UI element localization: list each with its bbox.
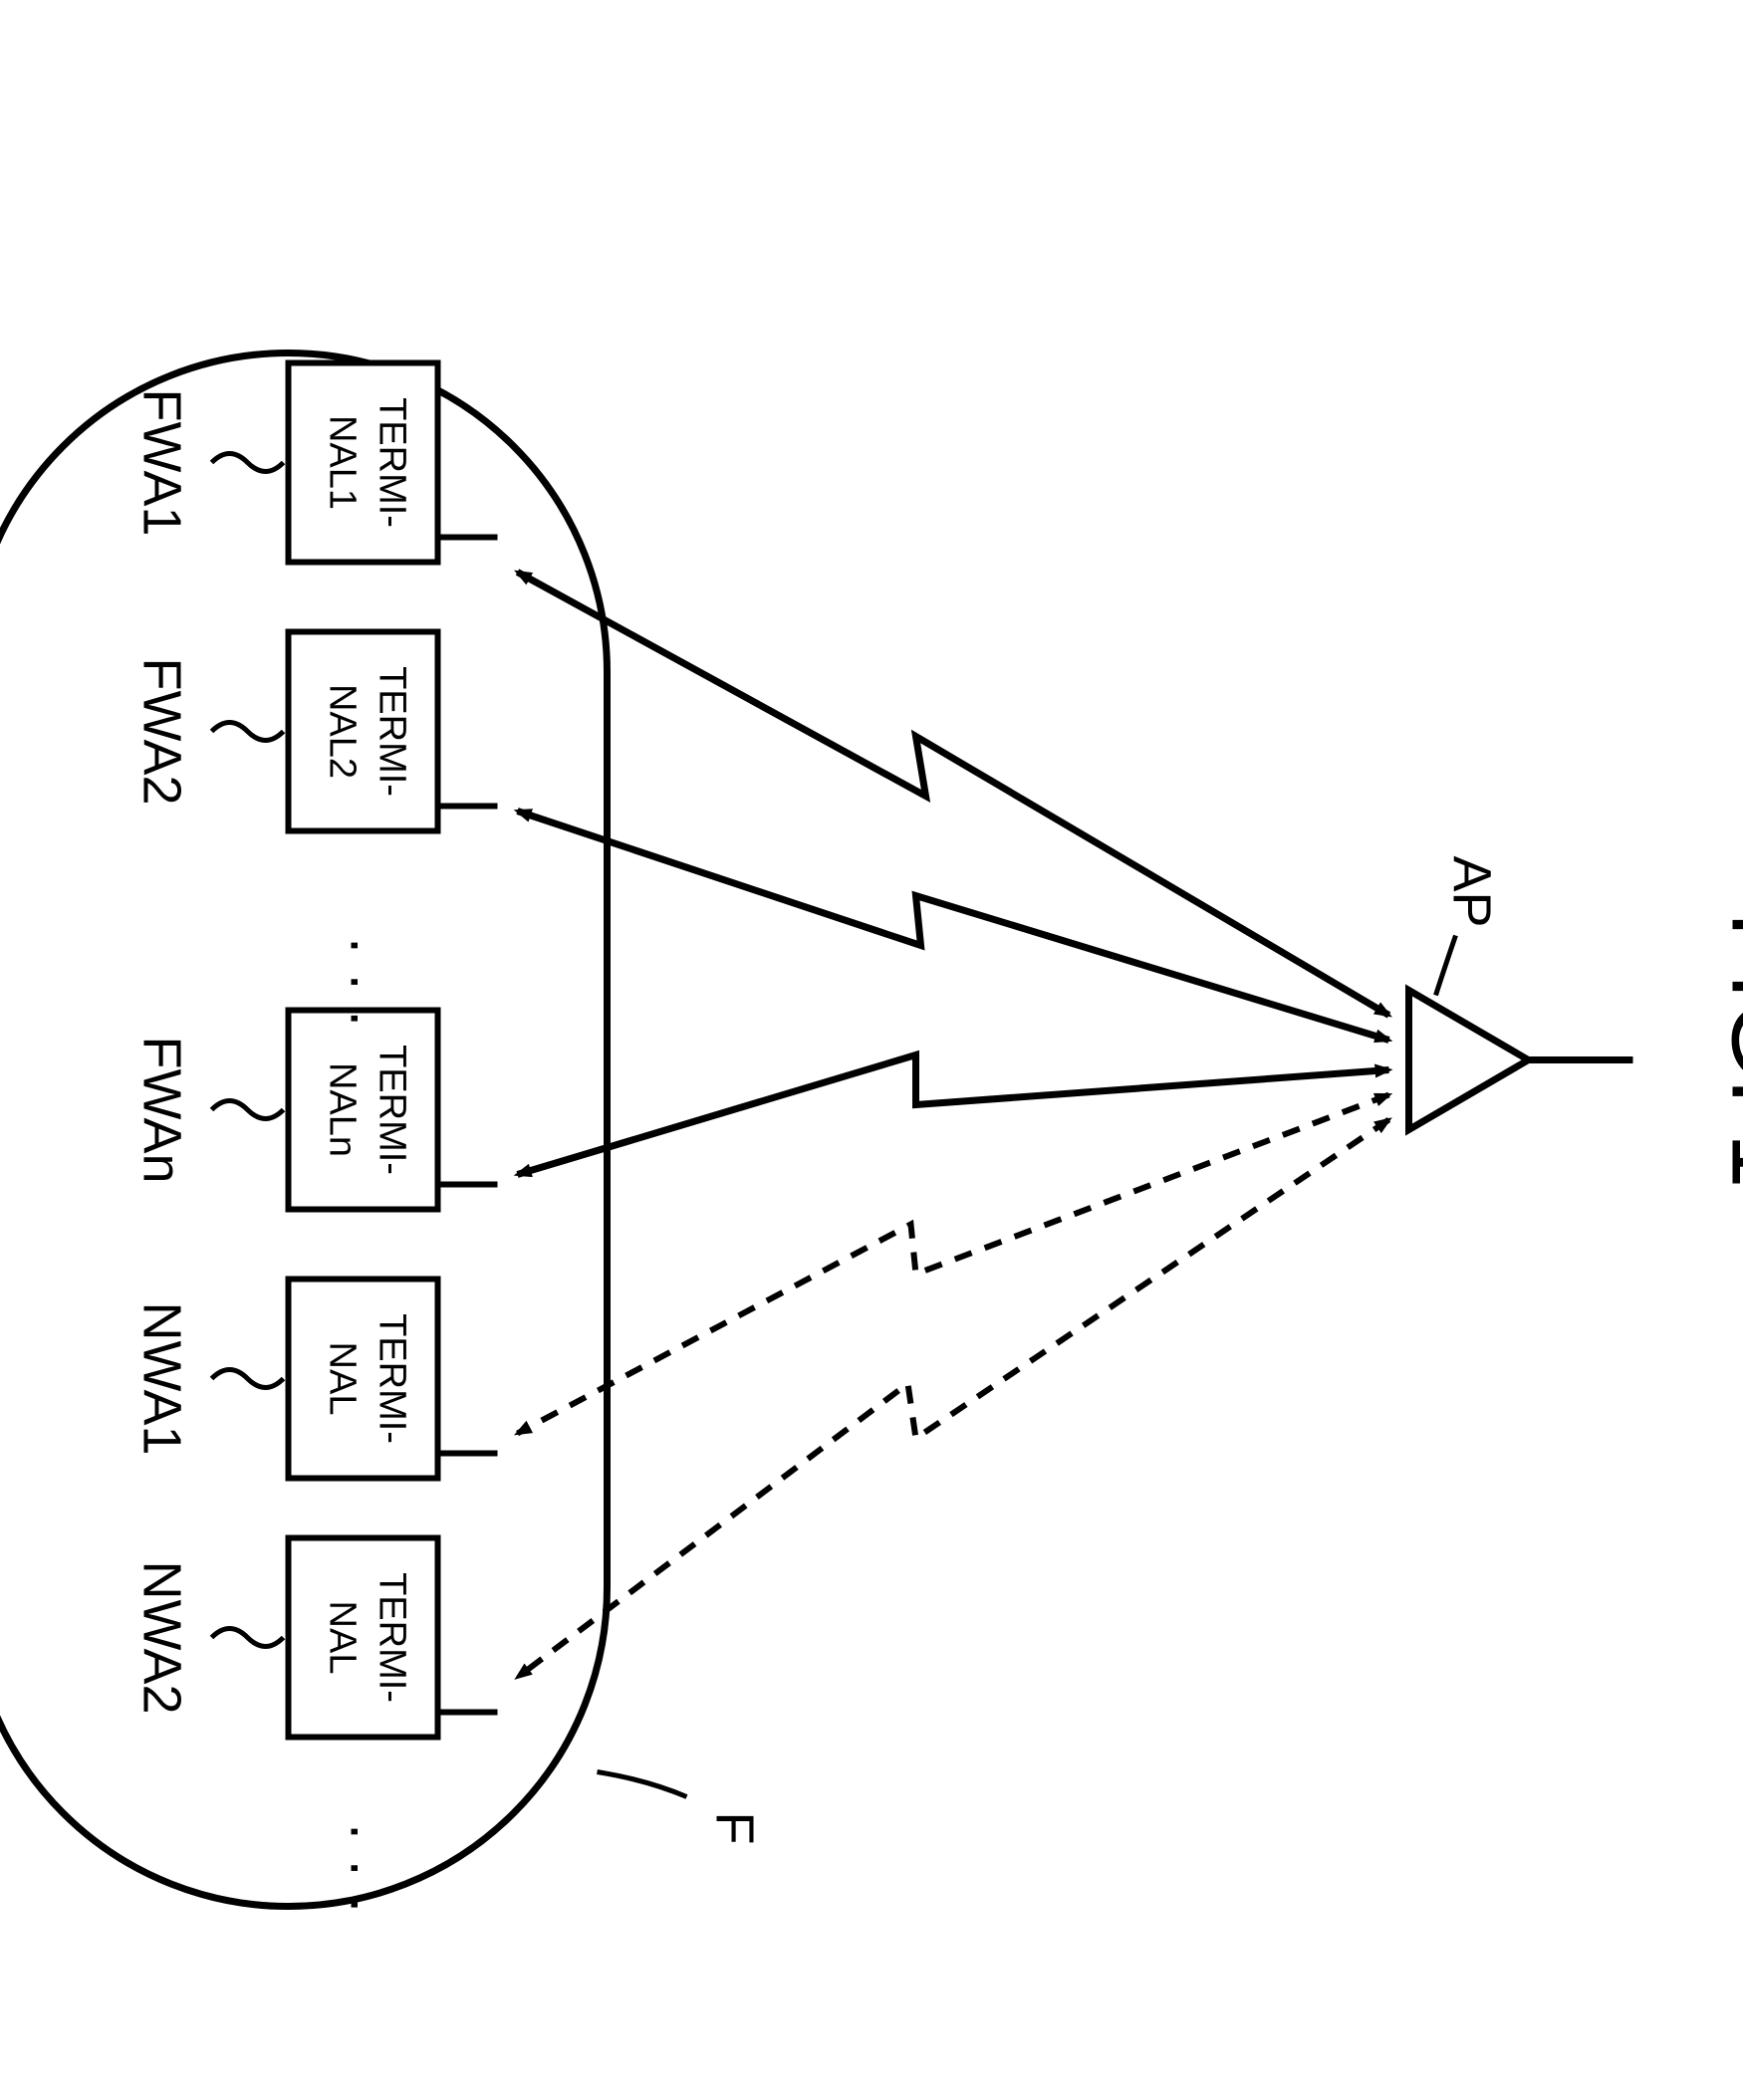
terminal-line2: NAL1 xyxy=(322,415,364,510)
figure-title: FIG. 1 xyxy=(1711,912,1743,1189)
terminal-line1: TERMI- xyxy=(372,1313,413,1444)
terminal-id: FWA2 xyxy=(132,658,192,806)
terminal-leader xyxy=(212,1370,284,1388)
figure-svg: FIG. 1 AP F xyxy=(0,0,1743,2100)
terminal-id: NWA1 xyxy=(132,1301,192,1455)
ellipsis-1: · · · xyxy=(326,936,392,1029)
terminal-id: FWA1 xyxy=(132,389,192,537)
terminal-line1: TERMI- xyxy=(372,666,413,797)
ap-leader xyxy=(1436,936,1456,996)
terminal-line1: TERMI- xyxy=(372,1045,413,1175)
ap-label: AP xyxy=(1442,856,1502,928)
terminal-line2: NAL xyxy=(322,1601,364,1675)
terminal-leader xyxy=(212,454,284,472)
bolt-nwa2 xyxy=(518,1120,1389,1678)
terminal-id: FWAn xyxy=(132,1037,192,1184)
terminal-line2: NALn xyxy=(322,1062,364,1157)
terminal-line2: NAL xyxy=(322,1342,364,1416)
ellipsis-2: · · · xyxy=(326,1822,392,1915)
terminal-leader xyxy=(212,1629,284,1647)
bolt-fwa2 xyxy=(518,812,1389,1041)
terminal-line2: NAL2 xyxy=(322,684,364,779)
bolt-fwan xyxy=(518,1055,1389,1175)
bolt-nwa1 xyxy=(518,1095,1389,1434)
figure-rotated-group: FIG. 1 AP F xyxy=(0,353,1743,1915)
figure-page: FIG. 1 AP F xyxy=(0,0,1743,2100)
field-leader xyxy=(598,1772,687,1797)
terminal-leader xyxy=(212,1101,284,1119)
access-point: AP xyxy=(1409,856,1633,1130)
field-label: F xyxy=(705,1812,765,1845)
terminal-id: NWA2 xyxy=(132,1560,192,1714)
terminal-line1: TERMI- xyxy=(372,397,413,528)
terminal-line1: TERMI- xyxy=(372,1572,413,1703)
terminals-row: TERMI-NAL1FWA1TERMI-NAL2FWA2TERMI-NALnFW… xyxy=(132,363,498,1738)
terminal-leader xyxy=(212,723,284,741)
ap-triangle-icon xyxy=(1409,991,1529,1130)
bolt-fwa1 xyxy=(518,573,1389,1016)
